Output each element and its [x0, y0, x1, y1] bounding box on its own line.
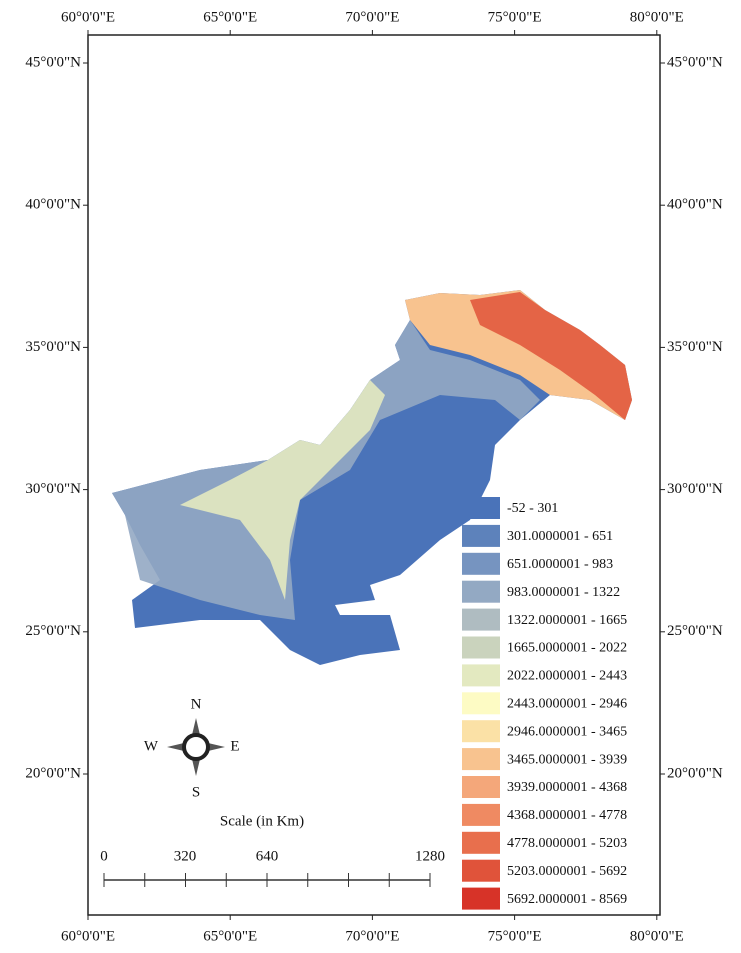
- scale-title: Scale (in Km): [220, 813, 304, 829]
- longitude-label: 70°0'0"E: [345, 9, 399, 25]
- latitude-label: 20°0'0"N: [667, 765, 723, 781]
- scale-label: 0: [100, 848, 108, 864]
- legend-label: 1665.0000001 - 2022: [507, 641, 627, 656]
- scale-label: 1280: [415, 848, 445, 864]
- latitude-label: 35°0'0"N: [667, 339, 723, 355]
- compass-north: N: [191, 696, 202, 712]
- longitude-label: 65°0'0"E: [203, 9, 257, 25]
- compass-west: W: [144, 738, 159, 754]
- longitude-label: 60°0'0"E: [61, 928, 115, 944]
- latitude-label: 25°0'0"N: [667, 623, 723, 639]
- legend-label: 3465.0000001 - 3939: [507, 752, 627, 767]
- legend-label: 2946.0000001 - 3465: [507, 724, 627, 739]
- scale-label: 640: [256, 848, 279, 864]
- legend-swatch: [462, 609, 500, 631]
- latitude-label: 40°0'0"N: [667, 197, 723, 213]
- legend-label: 4368.0000001 - 4778: [507, 808, 627, 823]
- legend-label: 651.0000001 - 983: [507, 557, 613, 572]
- latitude-label: 45°0'0"N: [667, 54, 723, 70]
- legend-swatch: [462, 888, 500, 910]
- latitude-label: 20°0'0"N: [25, 765, 81, 781]
- legend-label: 1322.0000001 - 1665: [507, 613, 627, 628]
- legend-label: -52 - 301: [507, 501, 558, 516]
- legend-label: 2443.0000001 - 2946: [507, 697, 627, 712]
- longitude-label: 80°0'0"E: [630, 928, 684, 944]
- legend-swatch: [462, 581, 500, 603]
- legend-label: 2022.0000001 - 2443: [507, 669, 627, 684]
- latitude-label: 25°0'0"N: [25, 623, 81, 639]
- legend-swatch: [462, 525, 500, 547]
- longitude-label: 75°0'0"E: [488, 9, 542, 25]
- legend-swatch: [462, 776, 500, 798]
- legend-label: 5692.0000001 - 8569: [507, 892, 627, 907]
- legend-swatch: [462, 860, 500, 882]
- legend-swatch: [462, 748, 500, 770]
- legend-swatch: [462, 832, 500, 854]
- legend-swatch: [462, 497, 500, 519]
- latitude-label: 30°0'0"N: [667, 481, 723, 497]
- compass-east: E: [230, 738, 239, 754]
- latitude-label: 35°0'0"N: [25, 339, 81, 355]
- map-figure: 60°0'0"E 65°0'0"E 70°0'0"E 75°0'0"E 80°0'0"E…: [0, 0, 741, 948]
- legend-swatch: [462, 804, 500, 826]
- legend-swatch: [462, 637, 500, 659]
- longitude-label: 75°0'0"E: [488, 928, 542, 944]
- latitude-label: 30°0'0"N: [25, 481, 81, 497]
- legend-swatch: [462, 720, 500, 742]
- latitude-label: 45°0'0"N: [25, 54, 81, 70]
- latitude-label: 40°0'0"N: [25, 197, 81, 213]
- longitude-label: 60°0'0"E: [61, 9, 115, 25]
- legend-label: 301.0000001 - 651: [507, 529, 613, 544]
- longitude-label: 65°0'0"E: [203, 928, 257, 944]
- longitude-label: 70°0'0"E: [345, 928, 399, 944]
- legend-swatch: [462, 664, 500, 686]
- legend-swatch: [462, 692, 500, 714]
- legend-label: 983.0000001 - 1322: [507, 585, 620, 600]
- legend-label: 3939.0000001 - 4368: [507, 780, 627, 795]
- legend-label: 4778.0000001 - 5203: [507, 836, 627, 851]
- legend-swatch: [462, 553, 500, 575]
- scale-label: 320: [174, 848, 197, 864]
- longitude-label: 80°0'0"E: [630, 9, 684, 25]
- legend-label: 5203.0000001 - 5692: [507, 864, 627, 879]
- compass-south: S: [192, 784, 200, 800]
